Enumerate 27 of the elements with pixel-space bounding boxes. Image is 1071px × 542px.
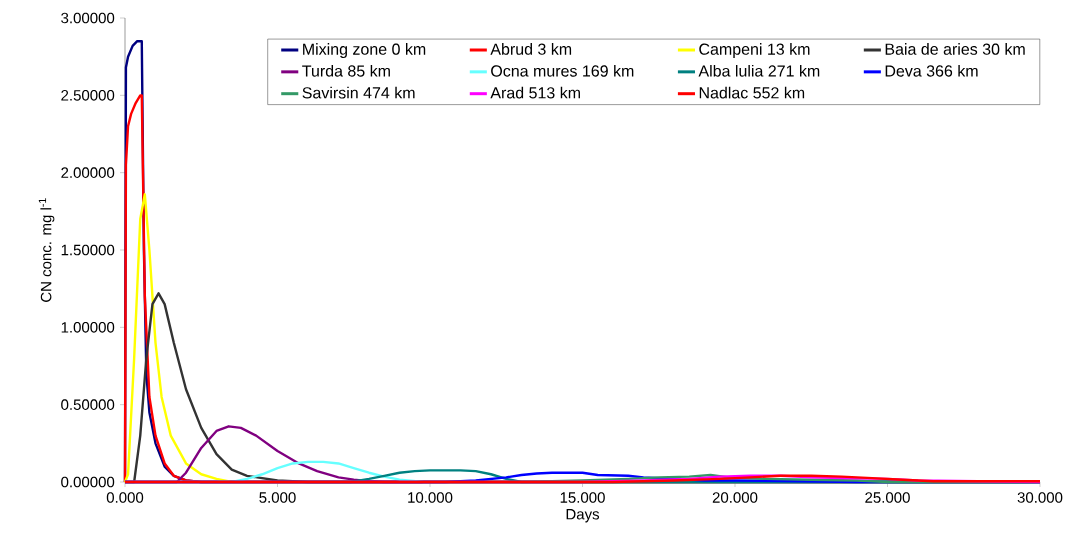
legend-label: Savirsin 474 km — [302, 86, 415, 99]
y-tick-label: 0.50000 — [61, 399, 115, 410]
legend-label: Nadlac 552 km — [699, 86, 805, 99]
legend-label: Ocna mures 169 km — [491, 64, 634, 77]
y-tick-label: 2.50000 — [61, 90, 115, 101]
legend-label: Arad 513 km — [490, 86, 580, 99]
x-tick-label: 5.000 — [259, 492, 296, 503]
x-tick-label: 0.000 — [106, 492, 144, 503]
legend-label: Alba lulia 271 km — [698, 64, 820, 77]
legend-label: Mixing zone 0 km — [303, 43, 426, 58]
y-tick-label: 0.00000 — [61, 476, 115, 488]
y-tick-label: 3.00000 — [61, 12, 115, 24]
legend-label: Baia de aries 30 km — [885, 43, 1025, 55]
x-tick-label: 15.000 — [560, 492, 605, 503]
legend-label: Turda 85 km — [302, 64, 390, 77]
legend-label: Deva 366 km — [885, 64, 978, 77]
y-tick-label: 1.00000 — [61, 322, 115, 333]
x-tick-label: 20.000 — [712, 492, 758, 503]
legend-label: Abrud 3 km — [490, 43, 572, 55]
y-tick-label: 2.00000 — [61, 167, 115, 178]
legend-label: Campeni 13 km — [699, 43, 810, 58]
x-axis-title: Days — [566, 509, 600, 523]
x-tick-label: 25.000 — [865, 492, 910, 503]
y-tick-label: 1.50000 — [61, 244, 115, 256]
x-tick-label: 10.000 — [408, 492, 453, 503]
x-tick-label: 30.000 — [1017, 492, 1063, 503]
y-axis-title: CN conc. mg l$^{-1}$ — [38, 198, 55, 302]
